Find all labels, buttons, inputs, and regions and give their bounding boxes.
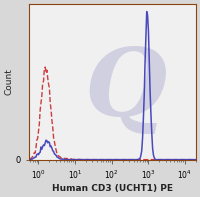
Text: Q: Q bbox=[85, 45, 167, 135]
X-axis label: Human CD3 (UCHT1) PE: Human CD3 (UCHT1) PE bbox=[52, 184, 173, 193]
Y-axis label: Count: Count bbox=[4, 69, 13, 95]
